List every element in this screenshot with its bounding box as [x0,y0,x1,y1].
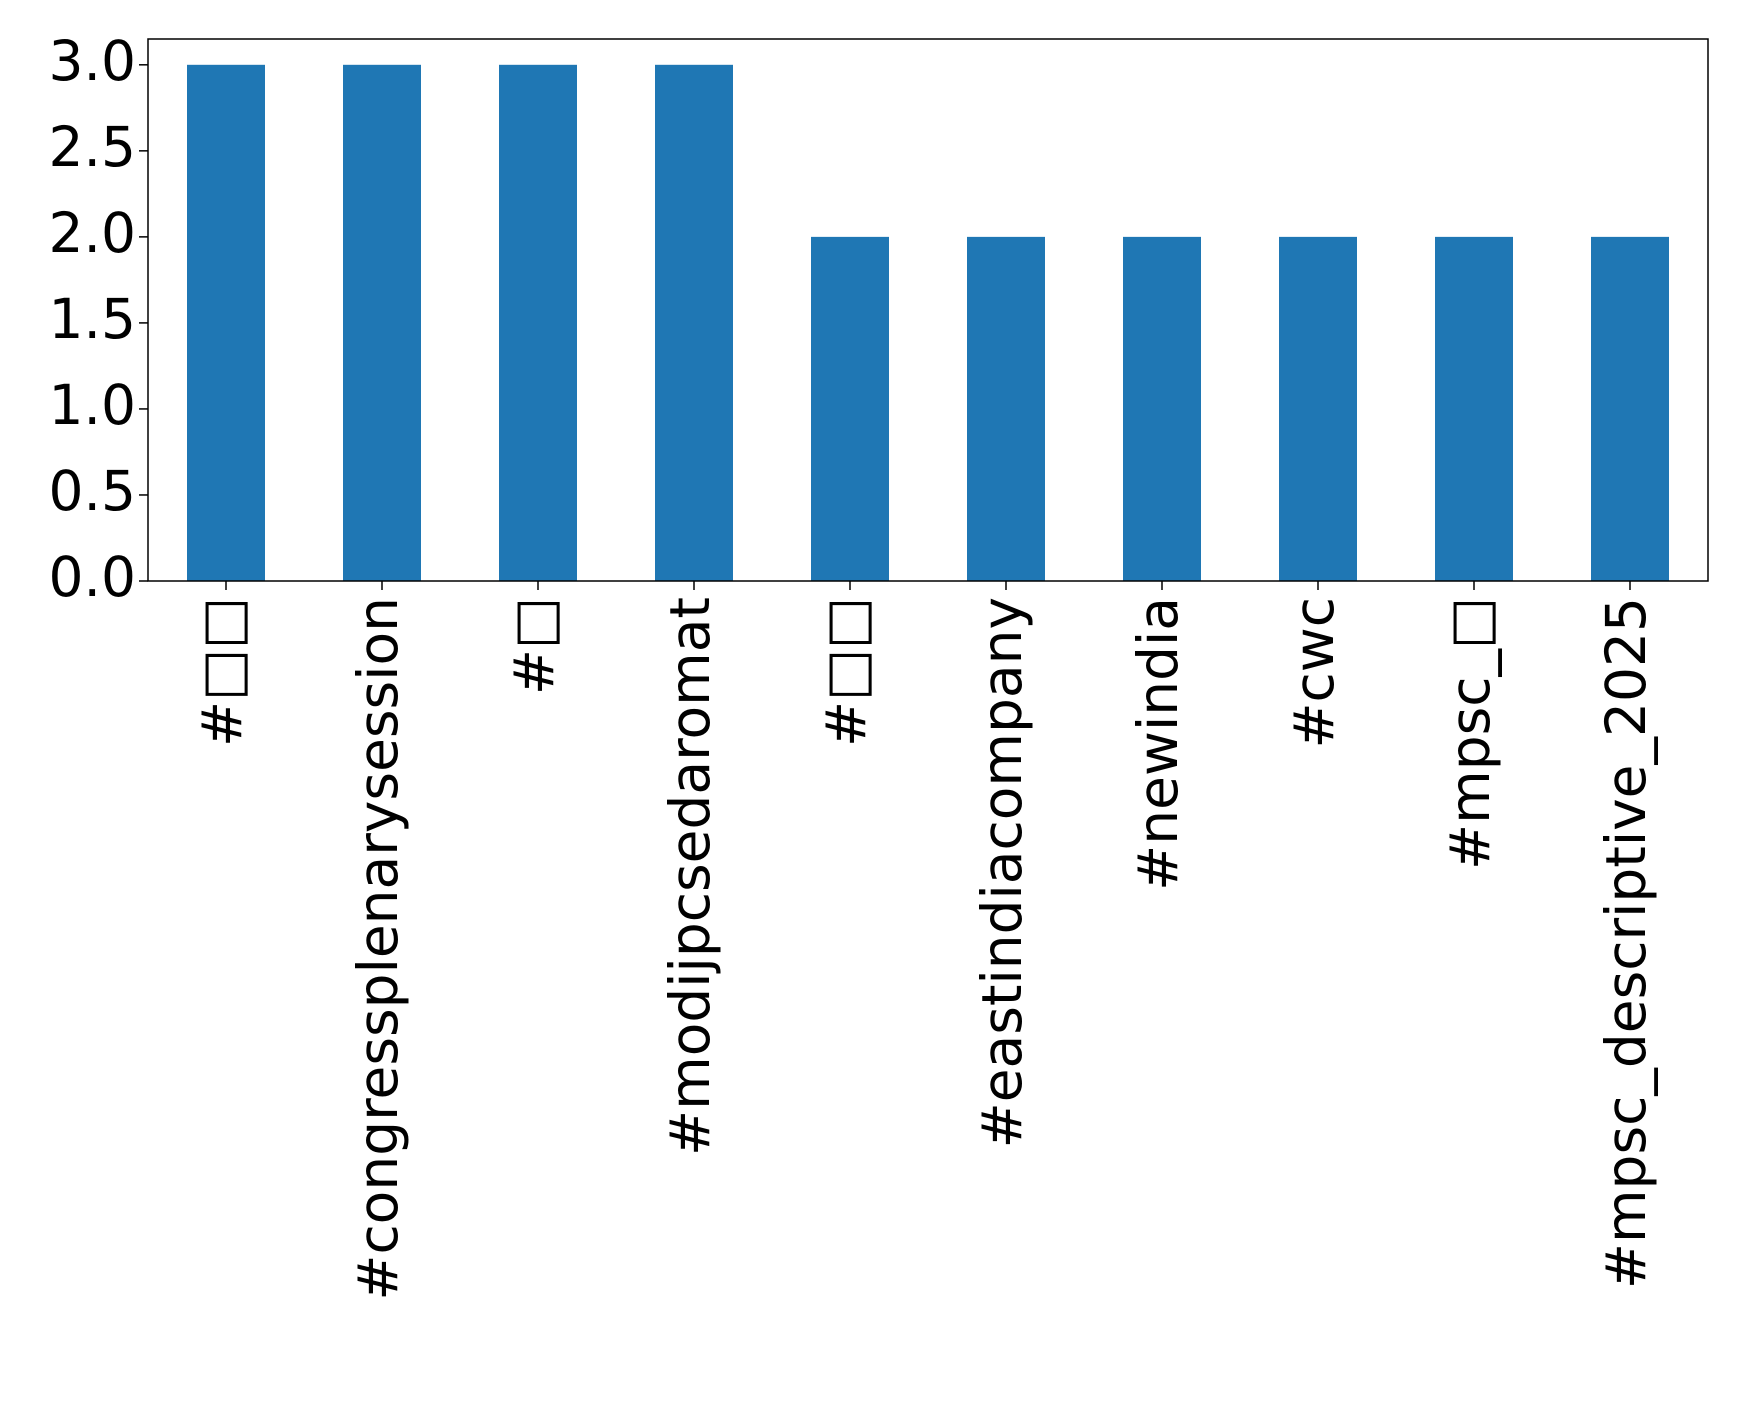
bar [1435,236,1513,581]
x-tick-label: #□ [502,597,566,695]
x-tick-label: #mpsc_□ [1438,597,1502,870]
bar [1123,236,1201,581]
x-tick-label: #cwc [1282,597,1346,749]
y-tick-label: 2.5 [49,115,136,179]
plot-frame [147,38,1709,582]
bar [343,64,421,582]
x-tick-label: #□□ [814,597,878,747]
y-tick-label: 0.0 [49,545,136,609]
y-tick-label: 2.0 [49,201,136,265]
bar [1279,236,1357,581]
bar [499,64,577,582]
bar [1591,236,1669,581]
x-tick-label: #□□ [190,597,254,747]
y-tick-label: 0.5 [49,459,136,523]
x-tick-label: #newindia [1126,597,1190,891]
bar [967,236,1045,581]
bar [811,236,889,581]
x-tick-label: #mpsc_descriptive_2025 [1594,597,1658,1289]
x-tick-label: #congressplenarysession [346,597,410,1301]
x-tick-label: #modijpcsedaromat [658,597,722,1156]
x-tick-label: #eastindiacompany [970,597,1034,1148]
y-tick-label: 1.5 [49,287,136,351]
bar [655,64,733,582]
bar [187,64,265,582]
y-tick-label: 3.0 [49,29,136,93]
y-tick-label: 1.0 [49,373,136,437]
